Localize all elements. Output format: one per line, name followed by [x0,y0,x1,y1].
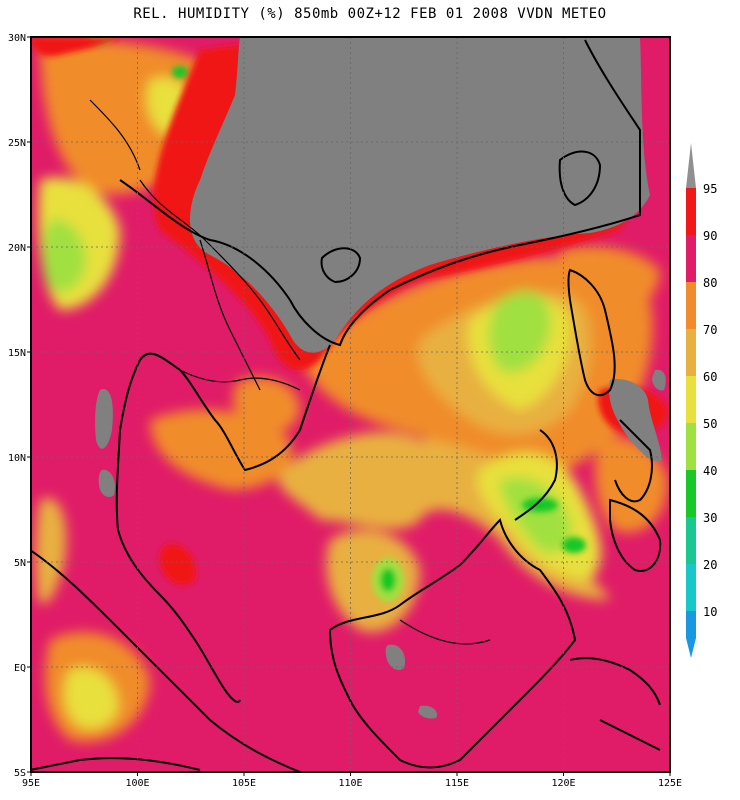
humidity-field [31,37,670,772]
lat-tick-label: 20N [8,243,26,254]
lat-tick-label: EQ [14,663,26,674]
colorbar-swatch [686,282,696,329]
lat-tick-label: 10N [8,453,26,464]
colorbar-swatch [686,423,696,470]
colorbar-swatch [686,235,696,282]
colorbar-bottom-arrow [686,638,696,658]
colorbar-label: 50 [703,417,717,431]
colorbar-label: 90 [703,229,717,243]
map-grid [31,37,670,772]
colorbar-swatch [686,329,696,376]
colorbar-label: 95 [703,182,717,196]
lon-tick-label: 100E [125,778,149,789]
field-moist-zones [35,39,668,742]
colorbar-label: 70 [703,323,717,337]
lat-tick-label: 30N [8,33,26,44]
coastlines [31,39,662,772]
lon-tick-label: 115E [445,778,469,789]
colorbar-label: 30 [703,511,717,525]
lat-tick-label: 25N [8,138,26,149]
lon-tick-label: 125E [658,778,682,789]
colorbar: 95 90 80 70 60 50 40 30 20 10 [686,143,717,658]
colorbar-label: 10 [703,605,717,619]
lon-tick-label: 95E [22,778,40,789]
colorbar-label: 20 [703,558,717,572]
colorbar-top-arrow [686,143,696,188]
colorbar-label: 60 [703,370,717,384]
lat-tick-label: 15N [8,348,26,359]
country-borders [89,99,491,645]
colorbar-swatch [686,376,696,423]
lon-tick-label: 105E [232,778,256,789]
colorbar-label: 80 [703,276,717,290]
colorbar-swatch [686,470,696,517]
lat-tick-label: 5N [14,558,26,569]
colorbar-swatch [686,188,696,235]
colorbar-swatch [686,564,696,611]
latitude-axis: 30N 25N 20N 15N 10N 5N EQ 5S [8,33,31,779]
field-missing-data [95,37,666,719]
lon-tick-label: 120E [551,778,575,789]
map-title: REL. HUMIDITY (%) 850mb 00Z+12 FEB 01 20… [133,6,607,22]
lat-tick-label: 5S [14,768,26,779]
colorbar-swatch [686,611,696,638]
longitude-axis: 95E 100E 105E 110E 115E 120E 125E [22,772,682,789]
colorbar-swatch [686,517,696,564]
lon-tick-label: 110E [338,778,362,789]
colorbar-label: 40 [703,464,717,478]
